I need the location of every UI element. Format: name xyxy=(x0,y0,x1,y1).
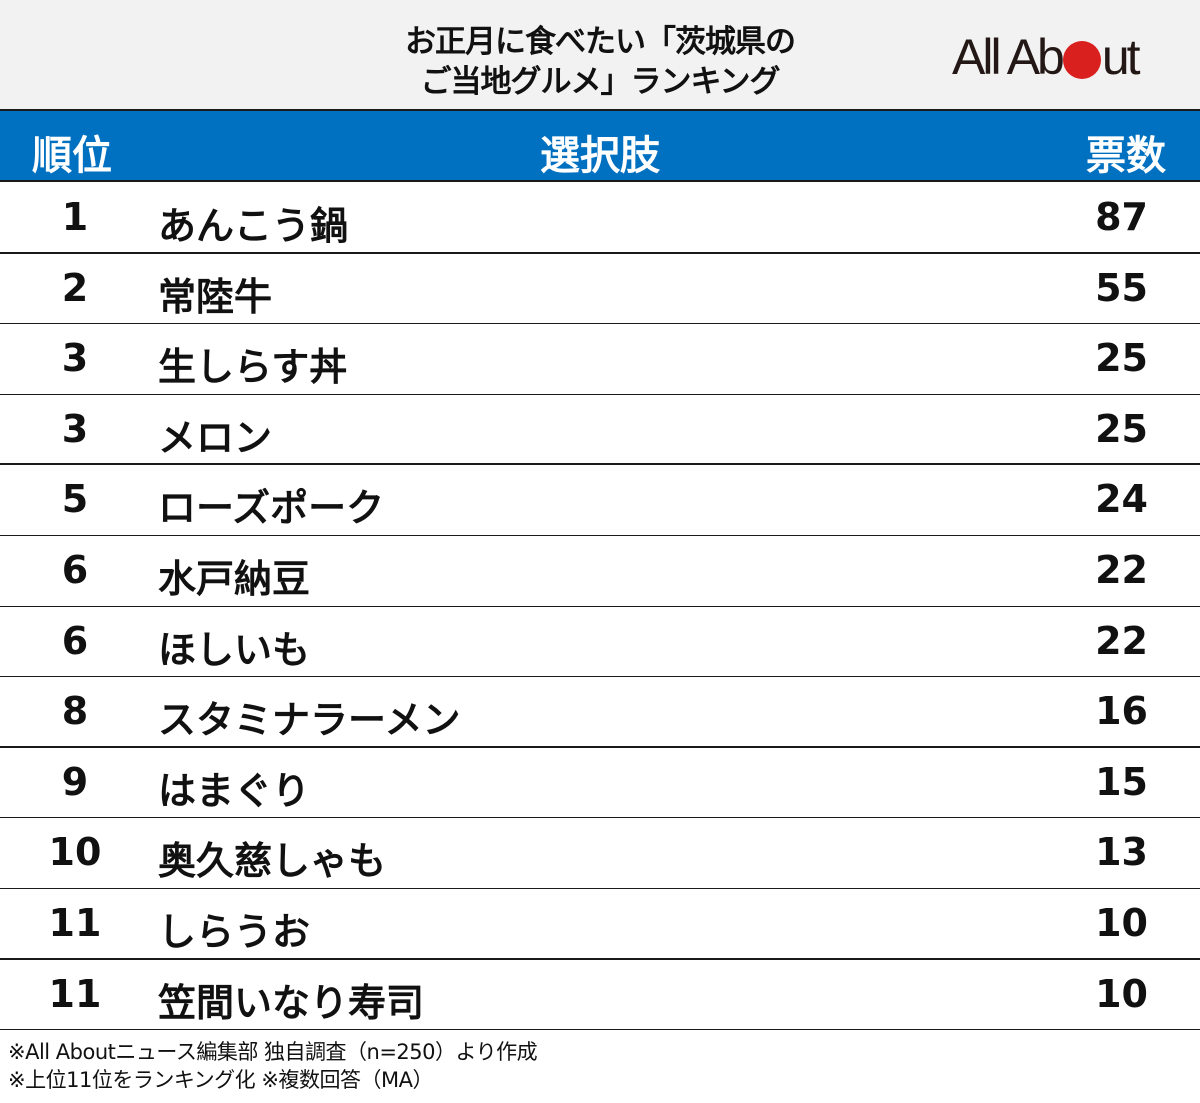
choice-cell: メロン xyxy=(158,415,273,460)
logo-text-suffix: ut xyxy=(1101,29,1141,85)
votes-cell: 25 xyxy=(1095,336,1148,381)
table-row: 3 生しらす丼 25 xyxy=(0,324,1200,395)
votes-cell: 87 xyxy=(1095,195,1148,239)
choice-cell: 笠間いなり寿司 xyxy=(158,980,425,1025)
logo-text-prefix: All Ab xyxy=(952,29,1065,85)
rank-cell: 6 xyxy=(61,618,89,663)
rank-cell: 11 xyxy=(48,900,102,945)
choice-cell: しらうお xyxy=(158,909,311,954)
allabout-logo: All Ab ut xyxy=(952,29,1141,85)
table-row: 3 メロン 25 xyxy=(0,395,1200,466)
rank-cell: 2 xyxy=(61,265,89,310)
rank-cell: 9 xyxy=(61,759,89,804)
table-row: 8 スタミナラーメン 16 xyxy=(0,677,1200,748)
column-header-choice: 選択肢 xyxy=(540,133,660,179)
column-header-rank: 順位 xyxy=(32,133,112,179)
choice-cell: 奥久慈しゃも xyxy=(158,839,387,884)
votes-cell: 10 xyxy=(1095,971,1148,1016)
votes-cell: 22 xyxy=(1095,618,1148,663)
table-header: 順位 選択肢 票数 xyxy=(0,111,1200,182)
column-header-votes: 票数 xyxy=(1086,133,1166,179)
choice-cell: 常陸牛 xyxy=(158,274,273,319)
table-row: 5 ローズポーク 24 xyxy=(0,465,1200,536)
chart-title: お正月に食べたい「茨城県の ご当地グルメ」ランキング xyxy=(0,22,1200,102)
title-band: お正月に食べたい「茨城県の ご当地グルメ」ランキング All Ab ut xyxy=(0,0,1200,111)
table-row: 1 あんこう鍋 87 xyxy=(0,183,1200,254)
table-body: 1 あんこう鍋 87 2 常陸牛 55 3 生しらす丼 25 3 メロン 2 5 … xyxy=(0,183,1200,1031)
rank-cell: 3 xyxy=(61,336,89,381)
choice-cell: ローズポーク xyxy=(158,486,385,531)
table-row: 6 水戸納豆 22 xyxy=(0,536,1200,607)
rank-cell: 10 xyxy=(48,830,102,875)
rank-cell: 8 xyxy=(61,689,89,734)
votes-cell: 55 xyxy=(1095,265,1148,310)
table-row: 6 ほしいも 22 xyxy=(0,607,1200,678)
rank-cell: 1 xyxy=(61,195,89,239)
table-row: 11 しらうお 10 xyxy=(0,889,1200,960)
votes-cell: 25 xyxy=(1095,406,1148,451)
footnote-method: ※上位11位をランキング化 ※複数回答（MA） xyxy=(8,1068,433,1092)
choice-cell: ほしいも xyxy=(158,627,311,672)
choice-cell: 生しらす丼 xyxy=(158,345,348,390)
rank-cell: 5 xyxy=(61,477,89,522)
choice-cell: スタミナラーメン xyxy=(158,698,461,743)
votes-cell: 24 xyxy=(1095,477,1148,522)
votes-cell: 16 xyxy=(1095,689,1148,734)
rank-cell: 3 xyxy=(61,406,89,451)
title-line-1: お正月に食べたい「茨城県の xyxy=(405,24,796,60)
votes-cell: 13 xyxy=(1095,830,1148,875)
title-line-2: ご当地グルメ」ランキング xyxy=(420,64,780,100)
votes-cell: 15 xyxy=(1095,759,1148,804)
rank-cell: 11 xyxy=(48,971,102,1016)
choice-cell: 水戸納豆 xyxy=(158,556,311,601)
footnotes: ※All Aboutニュース編集部 独自調査（n=250）より作成 ※上位11位… xyxy=(8,1038,538,1094)
table-row: 11 笠間いなり寿司 10 xyxy=(0,960,1200,1031)
table-row: 9 はまぐり 15 xyxy=(0,748,1200,819)
logo-red-dot-icon xyxy=(1062,41,1101,79)
votes-cell: 22 xyxy=(1095,547,1148,592)
table-row: 10 奥久慈しゃも 13 xyxy=(0,818,1200,889)
choice-cell: はまぐり xyxy=(158,768,311,813)
footnote-source: ※All Aboutニュース編集部 独自調査（n=250）より作成 xyxy=(8,1040,538,1064)
table-row: 2 常陸牛 55 xyxy=(0,254,1200,325)
rank-cell: 6 xyxy=(61,547,89,592)
choice-cell: あんこう鍋 xyxy=(158,204,349,248)
votes-cell: 10 xyxy=(1095,900,1148,945)
